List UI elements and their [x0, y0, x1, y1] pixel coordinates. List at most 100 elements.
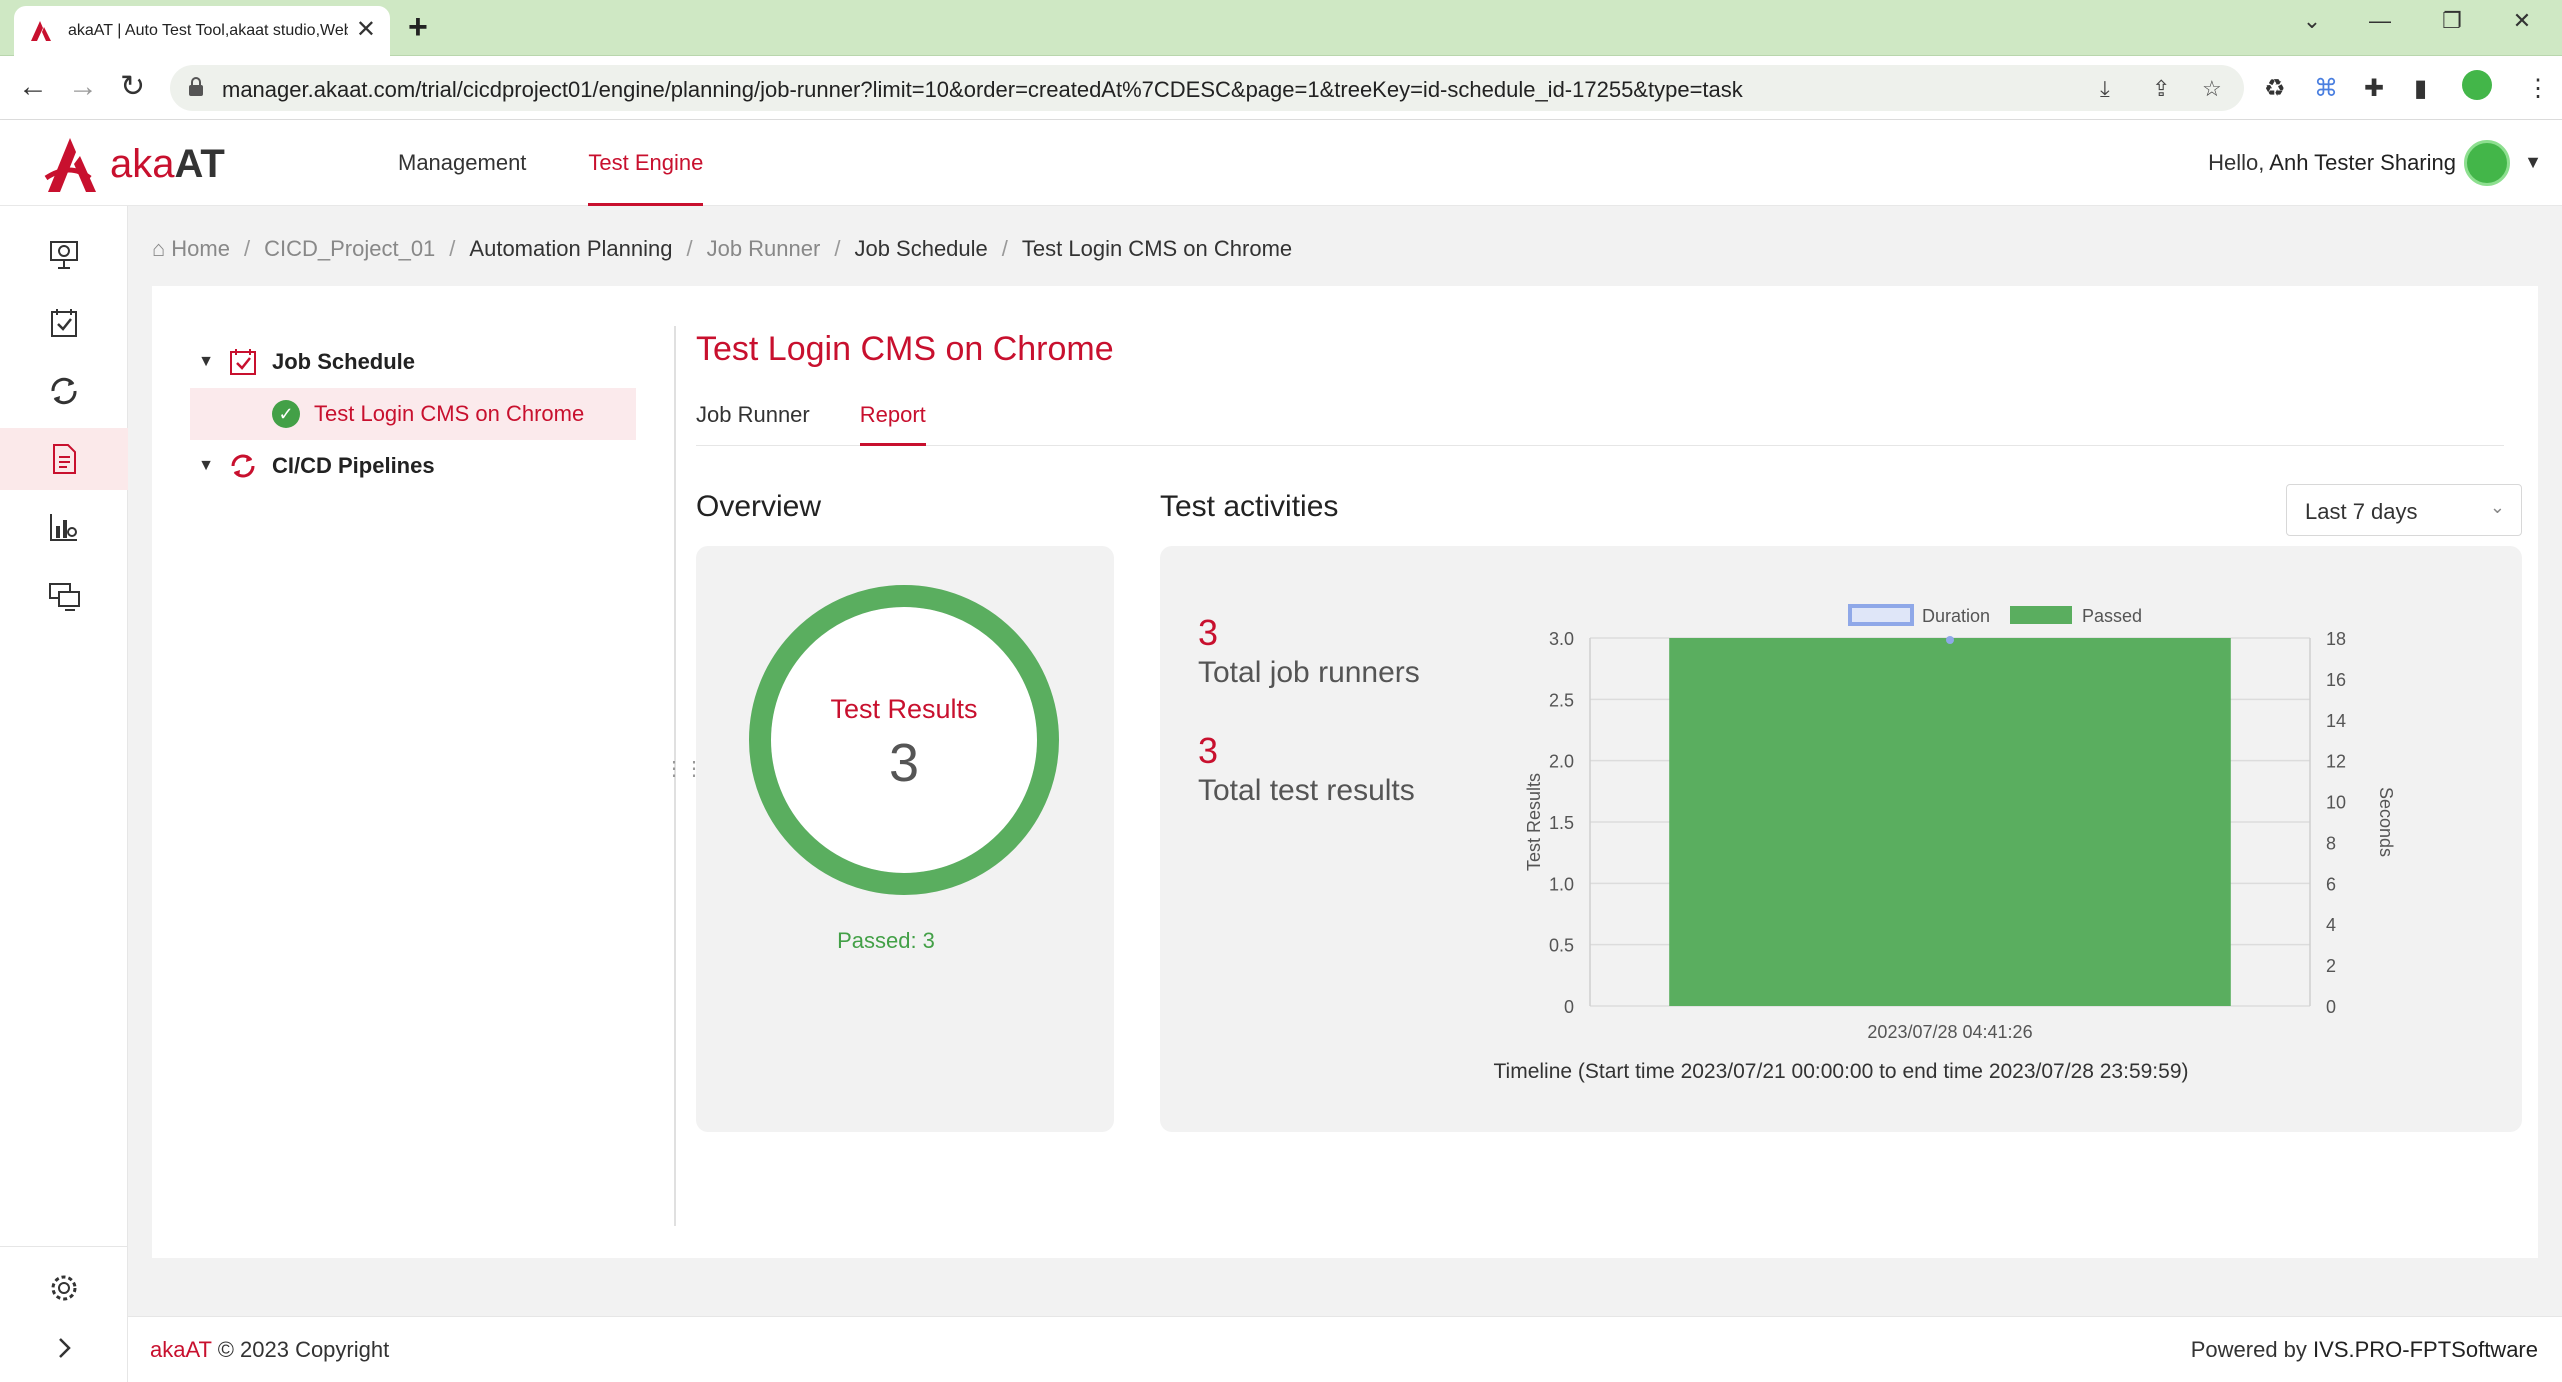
side-panel-icon[interactable]: ▮: [2414, 75, 2428, 102]
browser-menu-icon[interactable]: ⋮: [2526, 75, 2550, 102]
app-header: akaAT Management Test Engine Hello, Anh …: [0, 120, 2562, 206]
stat-test-results-value: 3: [1198, 730, 1219, 771]
y2-tick-label: 2: [2326, 956, 2336, 976]
caret-down-icon[interactable]: ▼: [198, 353, 214, 370]
y-tick-label: 2.0: [1549, 752, 1574, 772]
powered-by-text: Powered by: [2190, 1337, 2307, 1362]
y-tick-label: 1.5: [1549, 813, 1574, 833]
y-tick-label: 0.5: [1549, 936, 1574, 956]
tree-label-cicd: CI/CD Pipelines: [272, 453, 435, 478]
tree-node-cicd-pipelines[interactable]: ▼ CI/CD Pipelines: [190, 440, 636, 492]
bookmark-star-icon[interactable]: ☆: [2202, 76, 2222, 101]
company-name[interactable]: IVS.PRO-FPTSoftware: [2313, 1337, 2538, 1362]
schedule-tree: ▼ Job Schedule ✓ Test Login CMS on Chrom…: [190, 336, 636, 492]
extensions-puzzle-icon[interactable]: ✚: [2364, 75, 2385, 102]
sidebar-expand-button[interactable]: [0, 1317, 128, 1379]
y-tick-label: 2.5: [1549, 690, 1574, 710]
sidebar-item-reports[interactable]: [0, 428, 128, 490]
user-greeting: Hello, Anh Tester Sharing: [2208, 150, 2456, 176]
panel-divider[interactable]: [674, 326, 676, 1226]
chevron-right-icon: [59, 1338, 71, 1358]
passed-legend[interactable]: Passed: 3: [837, 928, 935, 953]
tab-search-chevron-icon[interactable]: ⌄: [2302, 8, 2322, 33]
back-icon[interactable]: ←: [18, 70, 48, 103]
breadcrumb-current: Test Login CMS on Chrome: [1021, 236, 1293, 261]
activities-card: 3 Total job runners 3 Total test results…: [1160, 546, 2522, 1132]
minimize-window-icon[interactable]: —: [2369, 8, 2391, 33]
new-tab-button[interactable]: +: [408, 8, 428, 46]
footer-powered-by: Powered by IVS.PRO-FPTSoftware: [2191, 1337, 2538, 1363]
y2-tick-label: 4: [2326, 915, 2336, 935]
nav-management[interactable]: Management: [398, 150, 527, 175]
sidebar-item-pipelines[interactable]: [0, 360, 128, 422]
profile-avatar-icon[interactable]: [2462, 70, 2492, 100]
chevron-down-icon: ⌄: [2489, 497, 2505, 517]
breadcrumb-automation-planning[interactable]: Automation Planning: [469, 236, 673, 261]
tab-job-runner[interactable]: Job Runner: [696, 402, 810, 427]
donut-value: 3: [888, 733, 920, 793]
pipeline-cycle-icon: [231, 454, 255, 478]
caret-down-icon[interactable]: ▼: [198, 457, 214, 474]
breadcrumb-separator: /: [243, 236, 251, 261]
calendar-check-icon: [51, 309, 77, 337]
y2-tick-label: 12: [2326, 752, 2346, 772]
sidebar-item-dashboard[interactable]: [0, 224, 128, 286]
y2-tick-label: 16: [2326, 670, 2346, 690]
drag-handle-icon[interactable]: ⋮⋮: [664, 758, 704, 780]
sidebar-item-test-planning[interactable]: [0, 292, 128, 354]
sidebar-item-settings[interactable]: [0, 1257, 128, 1319]
overview-title: Overview: [696, 490, 822, 523]
breadcrumb-separator: /: [834, 236, 841, 261]
restore-window-icon[interactable]: ❐: [2442, 8, 2462, 33]
y-tick-label: 1.0: [1549, 874, 1574, 894]
breadcrumb-separator: /: [686, 236, 693, 261]
address-bar[interactable]: manager.akaat.com/trial/cicdproject01/en…: [170, 65, 2244, 111]
left-sidebar: [0, 206, 128, 1382]
legend-swatch-duration: [1848, 604, 1914, 626]
cycle-arrows-icon: [51, 377, 77, 405]
close-tab-icon[interactable]: ✕: [355, 16, 376, 43]
legend-swatch-passed: [2010, 606, 2072, 624]
breadcrumb-project[interactable]: CICD_Project_01: [264, 236, 436, 261]
url-text[interactable]: manager.akaat.com/trial/cicdproject01/en…: [222, 77, 1743, 102]
sidebar-item-devices[interactable]: [0, 566, 128, 628]
tree-node-test-login[interactable]: ✓ Test Login CMS on Chrome: [190, 388, 636, 440]
sidebar-item-analytics[interactable]: [0, 496, 128, 558]
y-tick-label: 0: [1564, 997, 1574, 1017]
home-icon[interactable]: ⌂: [152, 236, 166, 261]
content-card: ▼ Job Schedule ✓ Test Login CMS on Chrom…: [152, 286, 2538, 1258]
report-tabs: Job Runner Report: [696, 402, 2504, 446]
browser-tab[interactable]: akaAT | Auto Test Tool,akaat studio,Web …: [14, 6, 390, 56]
recycle-extension-icon[interactable]: ♻: [2264, 75, 2286, 102]
time-range-select[interactable]: Last 7 days ⌄: [2286, 484, 2522, 536]
user-avatar[interactable]: [2464, 140, 2510, 186]
greeting-text: Hello,: [2208, 150, 2265, 175]
breadcrumb-job-schedule[interactable]: Job Schedule: [854, 236, 988, 261]
breadcrumb-job-runner[interactable]: Job Runner: [706, 236, 821, 261]
overview-card: Test Results 3 Passed: 3: [696, 546, 1114, 1132]
analytics-chart-icon: [50, 514, 77, 541]
akaat-favicon-icon: [31, 21, 51, 41]
y2-tick-label: 6: [2326, 874, 2336, 894]
nav-test-engine[interactable]: Test Engine: [588, 120, 704, 206]
legend-label-duration: Duration: [1922, 606, 1990, 626]
footer-brand[interactable]: akaAT: [150, 1337, 212, 1362]
share-icon[interactable]: ⇪: [2152, 76, 2171, 101]
breadcrumb-separator: /: [1001, 236, 1008, 261]
sidebar-footer: [0, 1246, 128, 1382]
translate-extension-icon[interactable]: ⌘: [2314, 75, 2338, 102]
check-circle-icon: ✓: [272, 400, 300, 428]
user-menu-caret-icon[interactable]: ▼: [2524, 152, 2542, 172]
tree-node-job-schedule[interactable]: ▼ Job Schedule: [190, 336, 636, 388]
reload-icon[interactable]: ↻: [120, 70, 146, 103]
stat-job-runners: 3 Total job runners: [1198, 612, 1420, 690]
copyright-text: © 2023 Copyright: [217, 1337, 390, 1362]
breadcrumb-home[interactable]: Home: [171, 236, 230, 261]
akaat-logo[interactable]: akaAT: [44, 134, 225, 194]
forward-icon[interactable]: →: [68, 70, 98, 103]
close-window-icon[interactable]: ✕: [2512, 8, 2532, 33]
tab-report[interactable]: Report: [859, 402, 926, 446]
breadcrumb-separator: /: [449, 236, 456, 261]
install-app-icon[interactable]: ⤓: [2100, 76, 2110, 101]
y-axis-title: Test Results: [1524, 773, 1544, 871]
